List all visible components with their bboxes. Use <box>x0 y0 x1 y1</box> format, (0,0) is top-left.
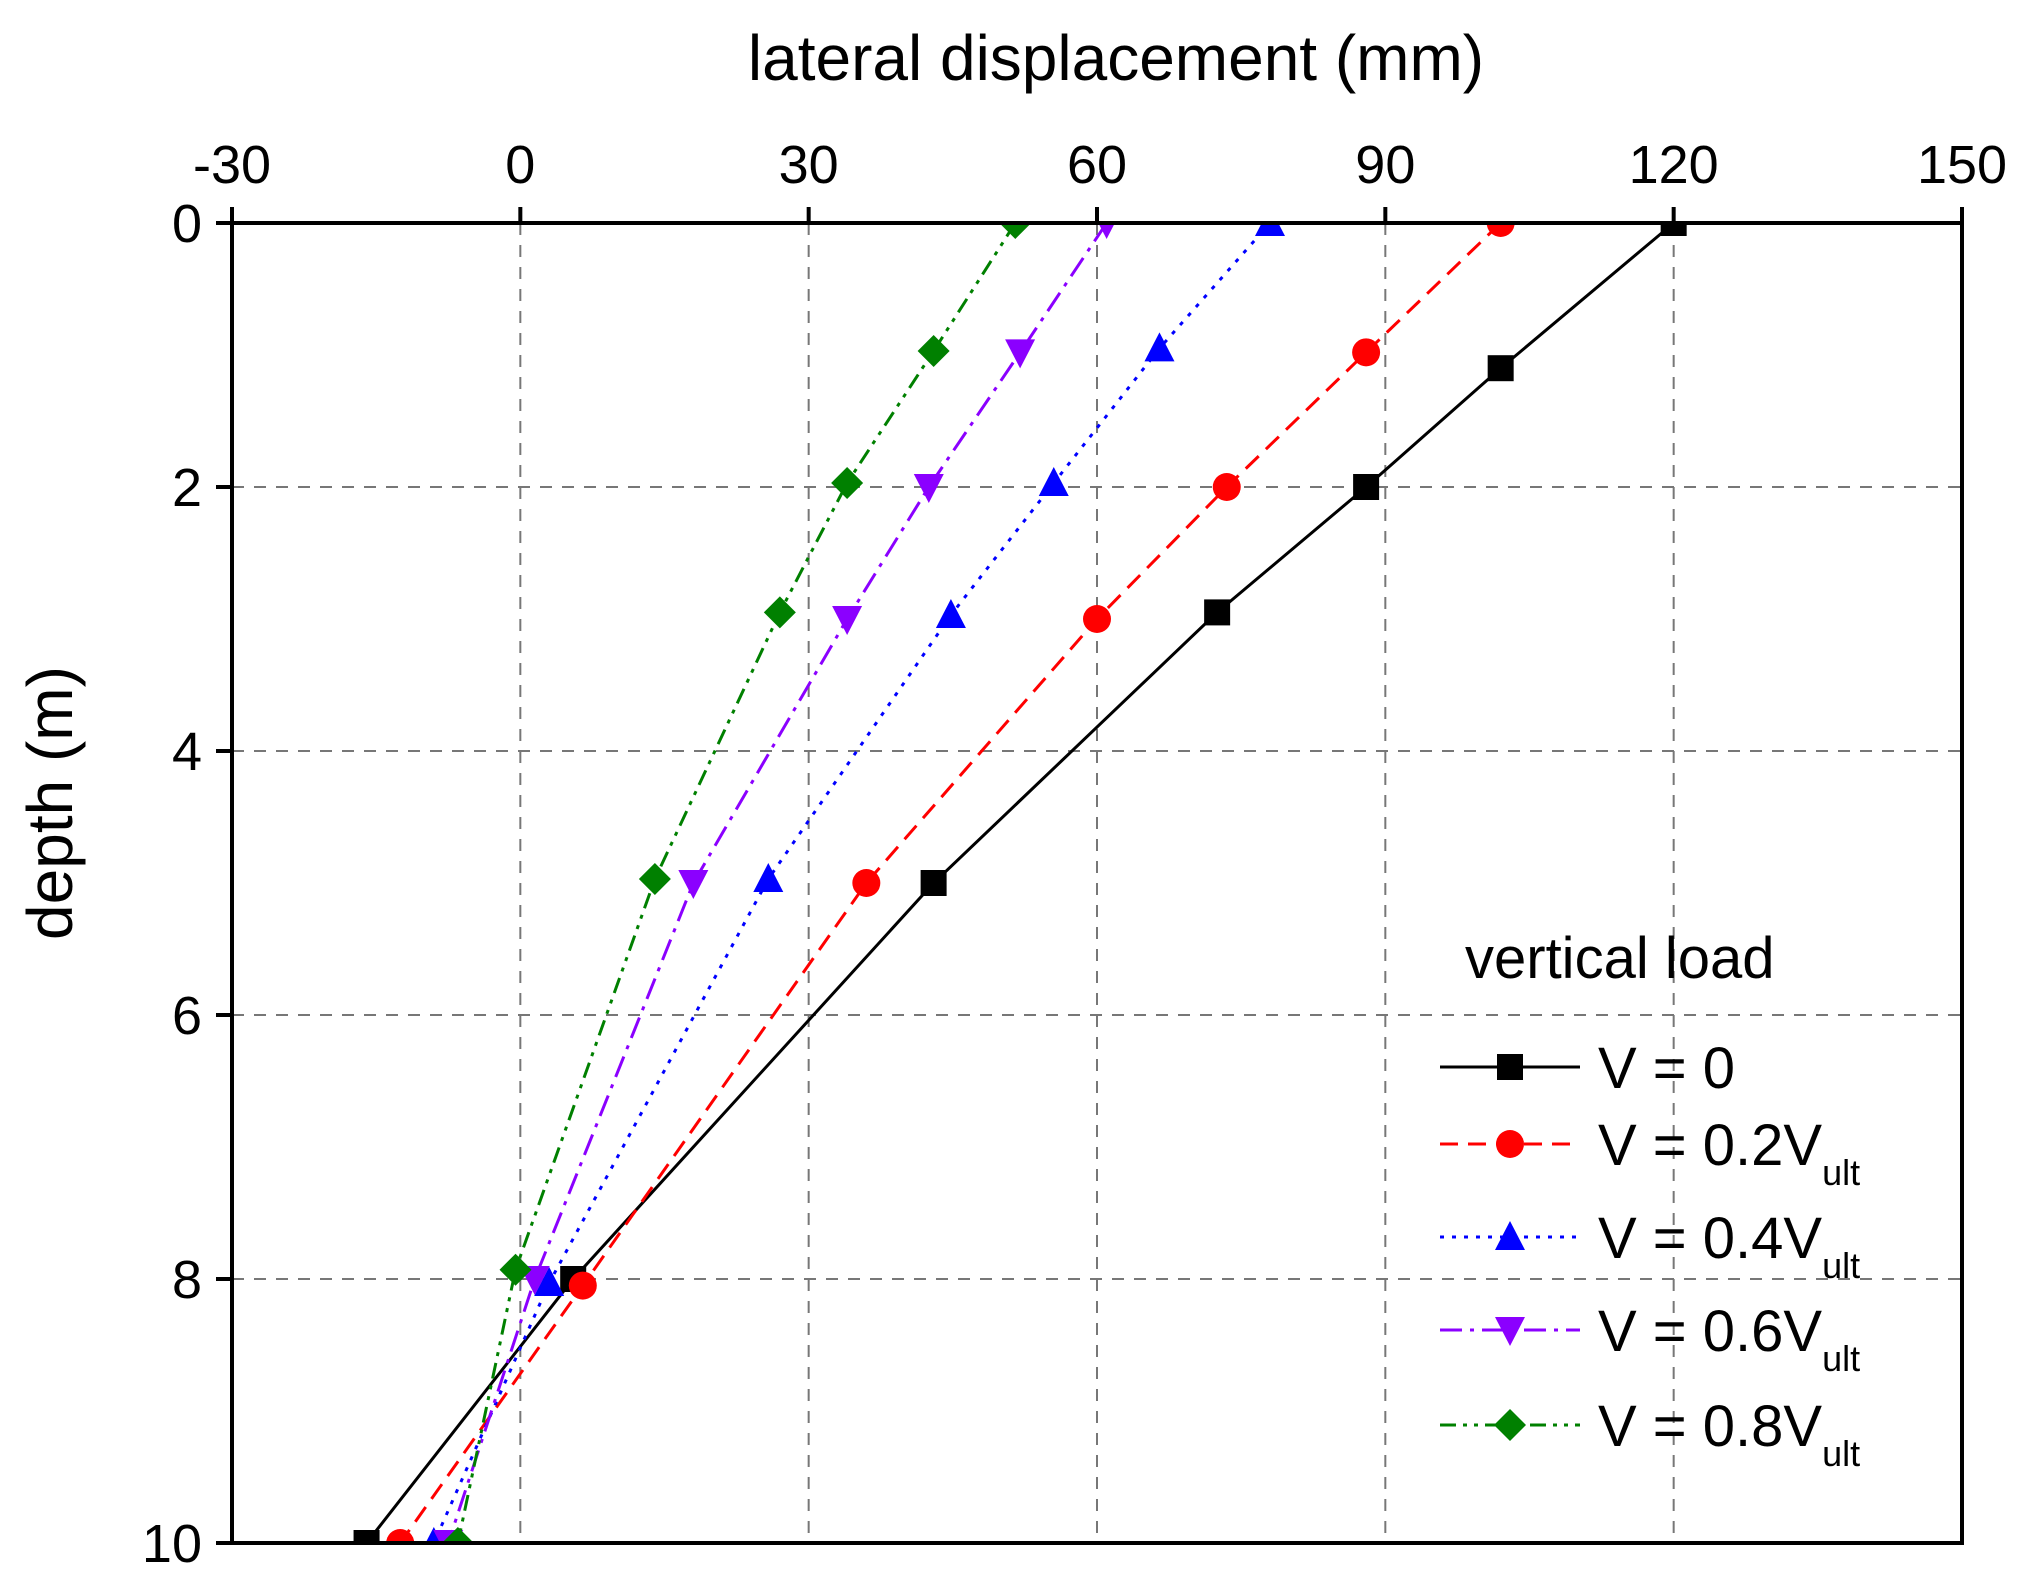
data-point <box>1255 223 1285 236</box>
legend-label-main: V = 0 <box>1598 1036 1735 1101</box>
series-2 <box>425 223 1285 1543</box>
legend-label: V = 0 <box>1598 1036 1735 1101</box>
legend-item: V = 0.6Vult <box>1440 1299 1860 1379</box>
x-tick-label: -30 <box>193 135 271 195</box>
y-tick-label: 8 <box>172 1250 202 1310</box>
data-point <box>1660 223 1687 236</box>
data-point <box>1352 338 1381 367</box>
data-point <box>935 599 966 629</box>
data-point <box>852 869 881 897</box>
data-point <box>678 870 709 899</box>
data-point <box>638 863 671 896</box>
x-tick-label: 120 <box>1629 135 1719 195</box>
data-point <box>534 1266 565 1296</box>
x-axis-title: lateral displacement (mm) <box>748 22 1484 94</box>
legend-item: V = 0.2Vult <box>1440 1113 1860 1193</box>
legend-marker <box>1495 1221 1525 1250</box>
legend-label-main: V = 0.2V <box>1598 1113 1822 1178</box>
y-axis-title: depth (m) <box>14 666 86 940</box>
data-point <box>1212 473 1241 501</box>
y-tick-label: 2 <box>172 458 202 518</box>
data-point <box>920 870 947 896</box>
data-point <box>1204 599 1231 626</box>
legend-marker <box>1496 1130 1524 1158</box>
data-point <box>999 223 1032 239</box>
series-4 <box>441 223 1032 1543</box>
x-tick-label: 150 <box>1917 135 2007 195</box>
legend-title: vertical load <box>1465 926 1774 991</box>
legend-label-sub: ult <box>1822 1152 1860 1193</box>
x-tick-label: 90 <box>1355 135 1415 195</box>
data-point <box>386 1529 415 1543</box>
data-point <box>499 1253 532 1286</box>
y-tick-label: 6 <box>172 986 202 1046</box>
legend-label-main: V = 0.8V <box>1598 1394 1822 1459</box>
x-tick-label: 0 <box>505 135 535 195</box>
x-tick-label: 30 <box>779 135 839 195</box>
data-point <box>763 596 796 629</box>
data-point <box>917 335 950 368</box>
legend-label: V = 0.2Vult <box>1598 1113 1860 1193</box>
y-tick-label: 4 <box>172 722 202 782</box>
data-point <box>1144 332 1175 362</box>
legend-label: V = 0.4Vult <box>1598 1206 1860 1286</box>
legend-label-main: V = 0.6V <box>1598 1299 1822 1364</box>
legend-label-sub: ult <box>1822 1433 1860 1474</box>
data-point <box>1353 474 1380 500</box>
series-3 <box>433 223 1115 1543</box>
series-layer <box>353 223 1687 1543</box>
legend-item: V = 0.4Vult <box>1440 1206 1860 1286</box>
legend-label-sub: ult <box>1822 1245 1860 1286</box>
data-point <box>832 606 863 635</box>
data-point <box>441 1527 474 1543</box>
data-point <box>1038 467 1069 497</box>
data-point <box>353 1530 380 1543</box>
data-point <box>831 467 864 500</box>
data-point <box>1487 355 1514 382</box>
legend-marker <box>1494 1409 1526 1441</box>
series-1 <box>386 223 1515 1543</box>
data-point <box>913 474 944 503</box>
data-point <box>1005 339 1036 369</box>
legend-item: V = 0.8Vult <box>1440 1394 1860 1474</box>
legend-marker <box>1497 1054 1523 1080</box>
data-point <box>1098 223 1115 239</box>
legend-label: V = 0.6Vult <box>1598 1299 1860 1379</box>
x-tick-label: 60 <box>1067 135 1127 195</box>
legend-label: V = 0.8Vult <box>1598 1394 1860 1474</box>
legend-label-sub: ult <box>1822 1338 1860 1379</box>
data-point <box>753 863 784 893</box>
y-tick-label: 10 <box>142 1514 202 1574</box>
y-tick-label: 0 <box>172 194 202 254</box>
data-point <box>568 1271 597 1300</box>
legend-marker <box>1495 1317 1525 1346</box>
data-point <box>1083 605 1111 633</box>
legend-label-main: V = 0.4V <box>1598 1206 1822 1271</box>
legend-item: V = 0 <box>1440 1036 1735 1101</box>
data-point <box>1486 223 1515 237</box>
